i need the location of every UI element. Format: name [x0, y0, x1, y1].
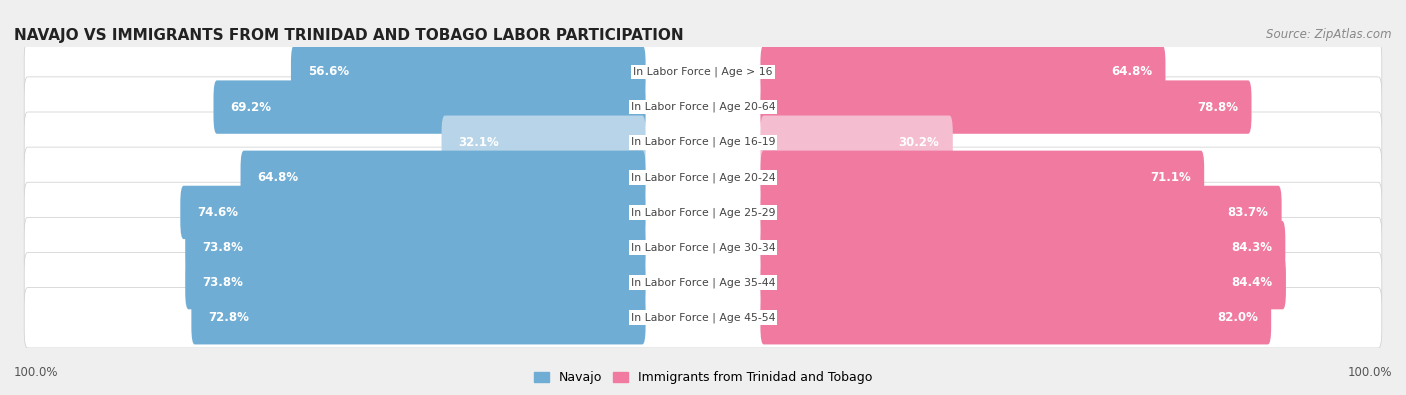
Text: 32.1%: 32.1%	[458, 136, 499, 149]
Text: In Labor Force | Age 30-34: In Labor Force | Age 30-34	[631, 242, 775, 253]
FancyBboxPatch shape	[24, 182, 1382, 243]
Text: In Labor Force | Age 20-24: In Labor Force | Age 20-24	[631, 172, 775, 182]
FancyBboxPatch shape	[761, 186, 1282, 239]
Text: In Labor Force | Age 35-44: In Labor Force | Age 35-44	[631, 277, 775, 288]
FancyBboxPatch shape	[291, 45, 645, 99]
Text: Source: ZipAtlas.com: Source: ZipAtlas.com	[1267, 28, 1392, 41]
FancyBboxPatch shape	[180, 186, 645, 239]
Text: 74.6%: 74.6%	[197, 206, 238, 219]
FancyBboxPatch shape	[186, 221, 645, 274]
Legend: Navajo, Immigrants from Trinidad and Tobago: Navajo, Immigrants from Trinidad and Tob…	[529, 367, 877, 389]
FancyBboxPatch shape	[761, 256, 1286, 309]
Text: 100.0%: 100.0%	[1347, 366, 1392, 379]
Text: 84.4%: 84.4%	[1232, 276, 1272, 289]
FancyBboxPatch shape	[441, 115, 645, 169]
FancyBboxPatch shape	[24, 147, 1382, 207]
FancyBboxPatch shape	[214, 81, 645, 134]
Text: 78.8%: 78.8%	[1197, 101, 1239, 114]
FancyBboxPatch shape	[24, 252, 1382, 313]
FancyBboxPatch shape	[240, 150, 645, 204]
Text: 56.6%: 56.6%	[308, 66, 349, 79]
Text: NAVAJO VS IMMIGRANTS FROM TRINIDAD AND TOBAGO LABOR PARTICIPATION: NAVAJO VS IMMIGRANTS FROM TRINIDAD AND T…	[14, 28, 683, 43]
FancyBboxPatch shape	[761, 221, 1285, 274]
FancyBboxPatch shape	[761, 45, 1166, 99]
FancyBboxPatch shape	[24, 77, 1382, 137]
Text: In Labor Force | Age 45-54: In Labor Force | Age 45-54	[631, 312, 775, 323]
Text: 84.3%: 84.3%	[1230, 241, 1272, 254]
Text: 71.1%: 71.1%	[1150, 171, 1191, 184]
FancyBboxPatch shape	[761, 291, 1271, 344]
FancyBboxPatch shape	[191, 291, 645, 344]
Text: In Labor Force | Age 20-64: In Labor Force | Age 20-64	[631, 102, 775, 112]
Text: 72.8%: 72.8%	[208, 311, 249, 324]
Text: 30.2%: 30.2%	[898, 136, 939, 149]
Text: 100.0%: 100.0%	[14, 366, 59, 379]
Text: 64.8%: 64.8%	[257, 171, 298, 184]
Text: 83.7%: 83.7%	[1227, 206, 1268, 219]
FancyBboxPatch shape	[186, 256, 645, 309]
Text: 69.2%: 69.2%	[231, 101, 271, 114]
Text: 64.8%: 64.8%	[1111, 66, 1152, 79]
Text: In Labor Force | Age 16-19: In Labor Force | Age 16-19	[631, 137, 775, 147]
FancyBboxPatch shape	[761, 150, 1204, 204]
Text: 82.0%: 82.0%	[1216, 311, 1257, 324]
Text: 73.8%: 73.8%	[202, 276, 243, 289]
Text: 73.8%: 73.8%	[202, 241, 243, 254]
FancyBboxPatch shape	[761, 115, 953, 169]
FancyBboxPatch shape	[761, 81, 1251, 134]
Text: In Labor Force | Age 25-29: In Labor Force | Age 25-29	[631, 207, 775, 218]
FancyBboxPatch shape	[24, 217, 1382, 278]
FancyBboxPatch shape	[24, 288, 1382, 348]
FancyBboxPatch shape	[24, 42, 1382, 102]
Text: In Labor Force | Age > 16: In Labor Force | Age > 16	[633, 67, 773, 77]
FancyBboxPatch shape	[24, 112, 1382, 172]
